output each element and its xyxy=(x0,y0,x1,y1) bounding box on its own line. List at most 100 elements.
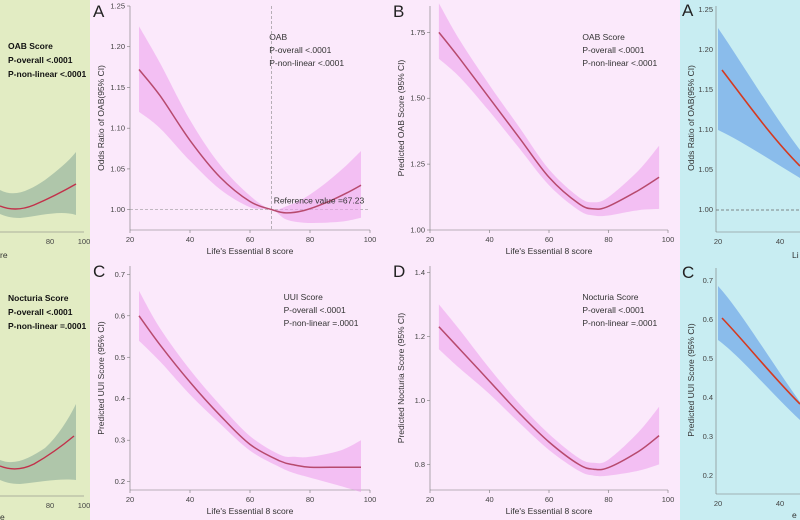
chart-panel-a: A 1.00 1.05 1.10 1.15 1.20 1.25 20 40 60 80 100 Life… xyxy=(90,0,382,260)
y-axis-title: Predicted Nocturia Score (95% CI) xyxy=(396,313,406,444)
panel-letter: C xyxy=(93,262,105,281)
y-tick-label: 1.00 xyxy=(110,205,125,214)
left-bottom-ci-band xyxy=(0,404,76,484)
left-strip-figure: OAB Score P-overall <.0001 P-non-linear … xyxy=(0,41,90,520)
right-bottom-ytick: 0.2 xyxy=(703,471,713,480)
ci-band xyxy=(139,26,361,223)
left-top-annotation-line1: OAB Score xyxy=(8,41,53,51)
annotation-line: P-overall <.0001 xyxy=(269,45,331,55)
right-bottom-ytick: 0.3 xyxy=(703,432,713,441)
chart-panel-c: C 0.2 0.3 0.4 0.5 0.6 0.7 20 40 60 80 100 Life's Ess… xyxy=(90,260,382,520)
left-top-xlabel: re xyxy=(0,250,8,260)
y-axis-title: Predicted OAB Score (95% CI) xyxy=(396,59,406,176)
y-tick-label: 1.75 xyxy=(410,28,425,37)
right-top-ylabel: Odds Ratio of OAB(95% CI) xyxy=(686,65,696,171)
right-top-curve xyxy=(721,69,800,167)
x-tick-label: 60 xyxy=(545,235,553,244)
right-strip: A Odds Ratio of OAB(95% CI) 1.25 1.20 1.… xyxy=(680,0,800,520)
annotation-line: P-non-linear <.0001 xyxy=(582,58,657,68)
left-bottom-annotation-line2: P-overall <.0001 xyxy=(8,307,73,317)
x-tick-label: 60 xyxy=(545,495,553,504)
x-tick-label: 80 xyxy=(604,235,612,244)
ci-band xyxy=(139,290,361,493)
annotation-line: P-non-linear =.0001 xyxy=(284,318,359,328)
x-tick-label: 40 xyxy=(186,495,194,504)
x-tick-label: 40 xyxy=(485,235,493,244)
chart-b-svg: B 1.00 1.25 1.50 1.75 20 40 60 80 100 Life's Essen… xyxy=(393,2,674,256)
left-bottom-xlabel: e xyxy=(0,512,5,520)
right-bottom-curve xyxy=(721,317,800,405)
right-top-xtick: 40 xyxy=(776,237,784,246)
annotation-line: P-overall <.0001 xyxy=(582,305,644,315)
right-bottom-xlabel: e xyxy=(792,510,797,520)
right-bottom-ytick: 0.5 xyxy=(703,354,713,363)
y-tick-label: 0.4 xyxy=(115,394,125,403)
right-bottom-ytick: 0.4 xyxy=(703,393,713,402)
x-tick-label: 40 xyxy=(186,235,194,244)
y-tick-label: 1.25 xyxy=(110,2,125,11)
y-tick-label: 0.8 xyxy=(415,460,425,469)
estimate-curve xyxy=(138,69,362,214)
left-top-curve xyxy=(0,183,77,210)
y-tick-label: 1.2 xyxy=(415,332,425,341)
left-top-ci-band xyxy=(0,152,76,218)
x-tick-label: 20 xyxy=(426,235,434,244)
left-bottom-curve xyxy=(0,435,75,470)
y-tick-label: 0.5 xyxy=(115,353,125,362)
y-tick-label: 1.15 xyxy=(110,83,125,92)
x-tick-label: 100 xyxy=(662,495,675,504)
reference-value-label: Reference value =67.23 xyxy=(274,196,365,206)
right-bottom-ytick: 0.6 xyxy=(703,315,713,324)
x-tick-label: 80 xyxy=(306,235,314,244)
left-bottom-annotation-line1: Nocturia Score xyxy=(8,293,69,303)
right-top-ytick: 1.05 xyxy=(698,165,713,174)
right-top-ytick: 1.10 xyxy=(698,125,713,134)
y-axis-title: Predicted UUI Score (95% CI) xyxy=(96,321,106,435)
y-tick-label: 1.00 xyxy=(410,226,425,235)
left-strip: OAB Score P-overall <.0001 P-non-linear … xyxy=(0,0,90,520)
y-tick-label: 0.7 xyxy=(115,270,125,279)
y-axis-title: Odds Ratio of OAB(95% CI) xyxy=(96,65,106,171)
chart-c-svg: C 0.2 0.3 0.4 0.5 0.6 0.7 20 40 60 80 100 Life's Ess… xyxy=(93,262,377,516)
left-bottom-tick: 80 xyxy=(46,501,54,510)
right-top-ytick: 1.15 xyxy=(698,85,713,94)
left-bottom-tick: 100 xyxy=(78,501,90,510)
left-bottom-annotation-line3: P-non-linear =.0001 xyxy=(8,321,86,331)
y-tick-label: 1.10 xyxy=(110,124,125,133)
x-axis-title: Life's Essential 8 score xyxy=(207,246,294,256)
panel-letter: D xyxy=(393,262,405,281)
estimate-curve xyxy=(438,31,660,210)
x-tick-label: 100 xyxy=(364,495,377,504)
right-bottom-xtick: 40 xyxy=(776,499,784,508)
right-top-xtick: 20 xyxy=(714,237,722,246)
annotation-line: OAB Score xyxy=(582,32,625,42)
right-bottom-ylabel: Predicted UUI Score (95% CI) xyxy=(686,323,696,437)
x-tick-label: 60 xyxy=(246,495,254,504)
left-top-tick: 80 xyxy=(46,237,54,246)
right-strip-figure: A Odds Ratio of OAB(95% CI) 1.25 1.20 1.… xyxy=(682,1,800,520)
right-top-ytick: 1.00 xyxy=(698,205,713,214)
right-top-ci-band xyxy=(718,28,800,178)
right-bottom-ci-band xyxy=(718,286,800,420)
y-tick-label: 0.2 xyxy=(115,477,125,486)
x-axis-title: Life's Essential 8 score xyxy=(506,246,593,256)
y-tick-label: 0.3 xyxy=(115,436,125,445)
estimate-curve xyxy=(138,315,361,469)
x-tick-label: 20 xyxy=(126,235,134,244)
y-tick-label: 1.25 xyxy=(410,160,425,169)
x-tick-label: 100 xyxy=(364,235,377,244)
left-top-tick: 100 xyxy=(78,237,90,246)
y-tick-label: 1.20 xyxy=(110,42,125,51)
annotation-line: P-non-linear =.0001 xyxy=(582,318,657,328)
ci-band xyxy=(438,3,660,217)
right-bottom-xtick: 20 xyxy=(714,499,722,508)
chart-d-svg: D 0.8 1.0 1.2 1.4 20 40 60 80 100 Life's Essential… xyxy=(393,262,675,516)
chart-a-svg: A 1.00 1.05 1.10 1.15 1.20 1.25 20 40 60 80 100 Life… xyxy=(93,2,377,257)
y-tick-label: 1.0 xyxy=(415,396,425,405)
right-top-panel-letter: A xyxy=(682,1,694,20)
y-tick-label: 1.50 xyxy=(410,94,425,103)
panel-letter: A xyxy=(93,2,105,21)
right-bottom-panel-letter: C xyxy=(682,263,694,282)
left-top-annotation-line2: P-overall <.0001 xyxy=(8,55,73,65)
y-tick-label: 1.4 xyxy=(415,268,425,277)
